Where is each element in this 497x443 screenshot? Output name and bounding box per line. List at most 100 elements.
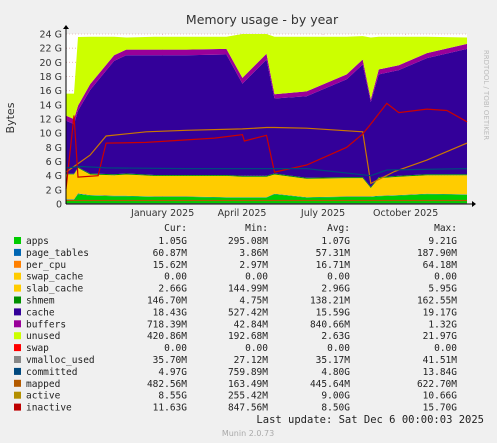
- x-axis-arrow: [472, 201, 476, 207]
- legend-value: 759.89M: [228, 367, 268, 378]
- legend-value: 4.97G: [158, 367, 187, 378]
- area-slab_cache: [66, 168, 467, 200]
- legend-swatch: [14, 237, 21, 244]
- legend-swatch: [14, 284, 21, 292]
- legend-swatch: [14, 403, 21, 411]
- y-tick-label: 4 G: [46, 171, 62, 182]
- legend-value: 255.42M: [228, 391, 268, 402]
- legend-value: 0.00: [245, 272, 268, 283]
- y-tick-label: 8 G: [46, 143, 62, 154]
- y-tick-label: 24 G: [40, 30, 62, 41]
- legend-value: 15.62M: [153, 260, 188, 271]
- last-update: Last update: Sat Dec 6 00:00:03 2025: [256, 414, 484, 426]
- legend-value: 9.21G: [428, 236, 457, 247]
- legend-value: 2.66G: [158, 284, 187, 295]
- legend-value: 295.08M: [228, 236, 268, 247]
- munin-version: Munin 2.0.73: [222, 429, 274, 438]
- legend-header: Min:: [245, 223, 268, 234]
- legend-name: page_tables: [26, 248, 89, 259]
- legend-name: active: [26, 391, 61, 402]
- y-tick-label: 22 G: [40, 44, 62, 55]
- legend-value: 11.63G: [153, 403, 188, 414]
- legend-swatch: [14, 296, 21, 304]
- legend-name: swap: [26, 343, 49, 354]
- legend-value: 847.56M: [228, 403, 268, 414]
- legend-swatch: [14, 320, 21, 328]
- stacked-areas: [66, 34, 467, 204]
- y-axis-ticks: 0 2 G 4 G 6 G 8 G 10 G 12 G 14 G 16 G 18 G 20 G 22 …: [40, 30, 62, 211]
- legend-value: 64.18M: [423, 260, 458, 271]
- legend-value: 35.17M: [316, 355, 351, 366]
- legend-swatch: [14, 367, 21, 375]
- line-active: [65, 126, 468, 185]
- legend-value: 15.70G: [423, 403, 458, 414]
- legend-value: 0.00: [434, 343, 457, 354]
- legend-value: 2.97M: [239, 260, 268, 271]
- legend-value: 445.64M: [310, 379, 350, 390]
- x-tick-label: October 2025: [373, 208, 438, 219]
- legend-value: 8.55G: [158, 391, 187, 402]
- legend-value: 60.87M: [153, 248, 188, 259]
- x-axis-ticks: January 2025 April 2025 July 2025 October 2…: [130, 208, 438, 219]
- y-tick-label: 18 G: [40, 72, 62, 83]
- legend-value: 162.55M: [417, 296, 457, 307]
- chart-title: Memory usage - by year: [186, 12, 339, 27]
- legend-value: 1.07G: [321, 236, 350, 247]
- legend-name: per_cpu: [26, 260, 66, 271]
- legend-name: inactive: [26, 403, 72, 414]
- legend-value: 138.21M: [310, 296, 350, 307]
- legend-name: vmalloc_used: [26, 355, 95, 366]
- legend-name: buffers: [26, 319, 66, 330]
- legend-swatch: [14, 260, 21, 268]
- legend-value: 8.50G: [321, 403, 350, 414]
- legend-swatch: [14, 356, 21, 363]
- legend-value: 420.86M: [147, 331, 187, 342]
- legend-value: 9.00G: [321, 391, 350, 402]
- legend-value: 5.95G: [428, 284, 457, 295]
- legend-value: 187.90M: [417, 248, 457, 259]
- legend-swatch: [14, 391, 21, 399]
- x-tick-label: July 2025: [300, 208, 345, 219]
- y-tick-label: 12 G: [40, 115, 62, 126]
- legend-name: apps: [26, 236, 49, 247]
- legend-value: 21.97G: [423, 331, 458, 342]
- legend-swatch: [14, 308, 21, 316]
- legend-value: 0.00: [245, 343, 268, 354]
- area-apps: [66, 194, 467, 204]
- legend-value: 57.31M: [316, 248, 351, 259]
- legend-value: 0.00: [327, 343, 350, 354]
- legend-swatch: [14, 379, 21, 387]
- legend-swatch: [14, 344, 21, 352]
- legend-value: 1.32G: [428, 319, 457, 330]
- legend-swatch: [14, 332, 21, 340]
- legend-value: 13.84G: [423, 367, 458, 378]
- legend-value: 144.99M: [228, 284, 268, 295]
- legend-value: 482.56M: [147, 379, 187, 390]
- legend-value: 718.39M: [147, 319, 187, 330]
- legend-name: swap_cache: [26, 272, 83, 283]
- legend-header: Avg:: [327, 223, 350, 234]
- legend-value: 42.84M: [234, 319, 269, 330]
- legend-value: 27.12M: [234, 355, 269, 366]
- x-tick-label: April 2025: [218, 208, 267, 219]
- legend-name: shmem: [26, 296, 55, 307]
- legend-value: 4.75M: [239, 296, 268, 307]
- y-tick-label: 6 G: [46, 157, 62, 168]
- y-tick-label: 2 G: [46, 185, 62, 196]
- y-axis-arrow: [63, 25, 69, 29]
- legend-value: 16.71M: [316, 260, 351, 271]
- legend-header: Cur:: [164, 223, 187, 234]
- legend-value: 0.00: [164, 343, 187, 354]
- legend-value: 0.00: [434, 272, 457, 283]
- legend-value: 4.80G: [321, 367, 350, 378]
- legend-value: 1.05G: [158, 236, 187, 247]
- legend-value: 3.86M: [239, 248, 268, 259]
- legend-name: mapped: [26, 379, 60, 390]
- legend-name: slab_cache: [26, 284, 83, 295]
- area-cache: [66, 48, 467, 188]
- legend-value: 163.49M: [228, 379, 268, 390]
- x-tick-label: January 2025: [130, 208, 194, 219]
- legend-value: 35.70M: [153, 355, 188, 366]
- legend-value: 622.70M: [417, 379, 457, 390]
